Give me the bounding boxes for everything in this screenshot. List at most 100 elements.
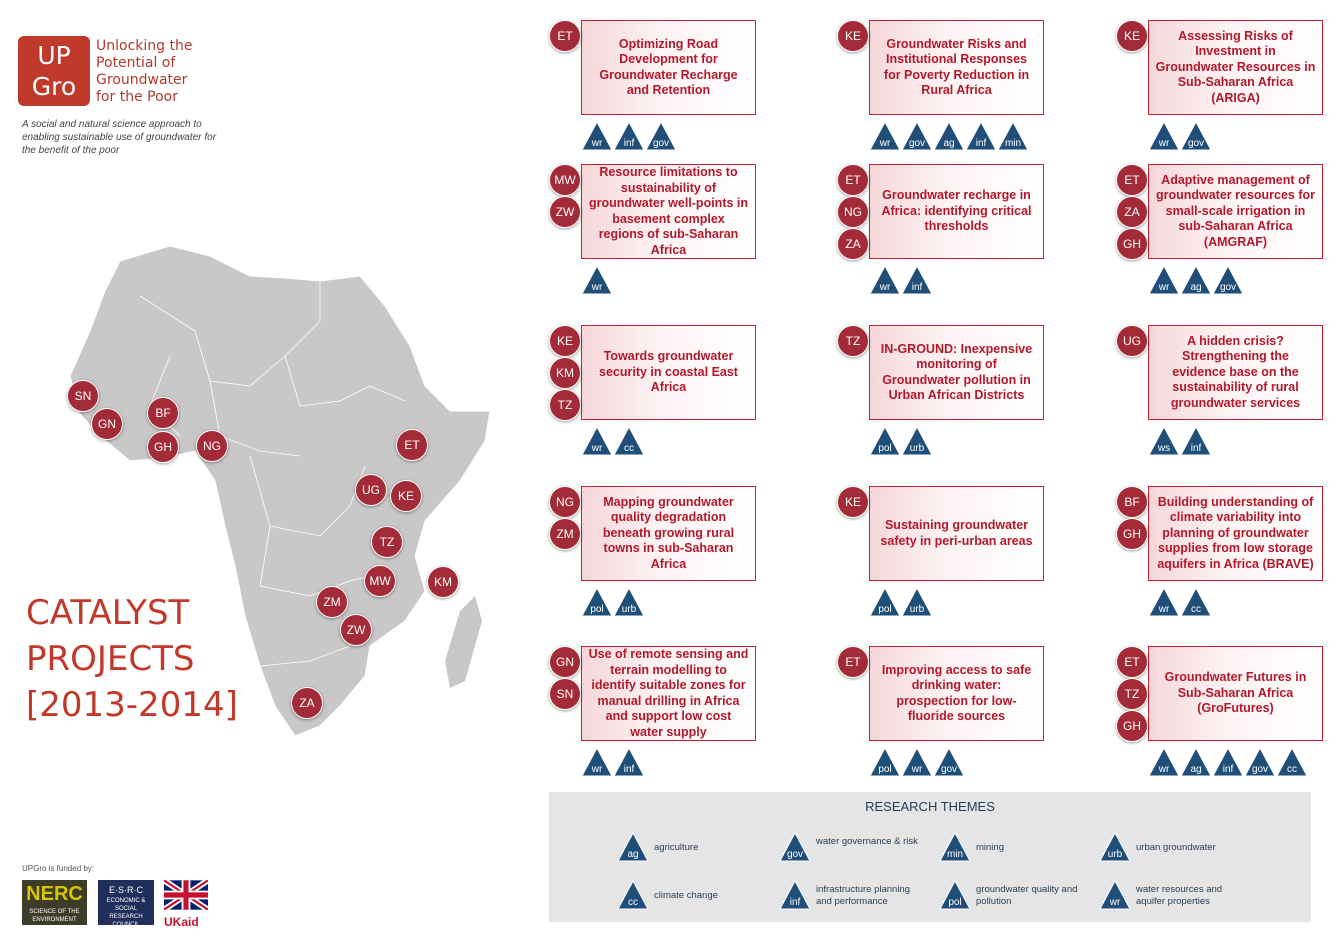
svg-text:gov: gov bbox=[1252, 764, 1268, 775]
legend-label-pol: groundwater quality and pollution bbox=[976, 884, 1078, 907]
madagascar-shape bbox=[445, 596, 482, 688]
svg-text:inf: inf bbox=[624, 764, 635, 775]
upgro-logo: UP Gro bbox=[18, 36, 90, 106]
theme-badge-ag: ag bbox=[933, 121, 965, 151]
legend-label-wr: water resources and aquifer properties bbox=[1136, 884, 1223, 907]
theme-badge-gov: gov bbox=[1180, 121, 1212, 151]
theme-badge-gov: gov bbox=[779, 832, 811, 862]
theme-badge-cc: cc bbox=[1276, 747, 1308, 777]
project-country-ng: NG bbox=[549, 486, 581, 518]
project-country-zw: ZW bbox=[549, 196, 581, 228]
project-country-gn: GN bbox=[549, 646, 581, 678]
svg-text:wr: wr bbox=[879, 282, 891, 293]
svg-text:cc: cc bbox=[624, 443, 634, 454]
legend-label-urb: urban groundwater bbox=[1136, 842, 1216, 853]
theme-badge-gov: gov bbox=[1212, 265, 1244, 295]
svg-text:gov: gov bbox=[909, 138, 925, 149]
theme-badge-wr: wr bbox=[581, 426, 613, 456]
theme-badge-wr: wr bbox=[869, 265, 901, 295]
project-title: Improving access to safe drinking water:… bbox=[881, 662, 1032, 724]
esrc-logo: E·S·R·C ECONOMIC & SOCIAL RESEARCH COUNC… bbox=[98, 880, 154, 928]
project-title: Optimizing Road Development for Groundwa… bbox=[599, 36, 738, 98]
project-title: Groundwater Futures in Sub-Saharan Afric… bbox=[1164, 670, 1307, 716]
map-label-km: KM bbox=[427, 566, 459, 598]
svg-text:inf: inf bbox=[1191, 443, 1202, 454]
project-country-ke: KE bbox=[549, 325, 581, 357]
project-title: Sustaining groundwater safety in peri-ur… bbox=[880, 518, 1033, 548]
svg-text:urb: urb bbox=[1108, 849, 1123, 860]
ukaid-logo: UKaid bbox=[162, 877, 210, 929]
legend-label-gov: water governance & risk bbox=[816, 836, 918, 847]
project-country-tz: TZ bbox=[1116, 678, 1148, 710]
research-themes-legend: RESEARCH THEMES ag agriculture gov water go… bbox=[549, 792, 1311, 922]
project-country-tz: TZ bbox=[837, 325, 869, 357]
map-label-tz: TZ bbox=[371, 526, 403, 558]
title-line3: [2013-2014] bbox=[26, 685, 238, 725]
theme-badge-ag: ag bbox=[1180, 747, 1212, 777]
theme-badge-inf: inf bbox=[779, 880, 811, 910]
theme-badge-wr: wr bbox=[901, 747, 933, 777]
project-country-et: ET bbox=[1116, 164, 1148, 196]
project-country-za: ZA bbox=[1116, 196, 1148, 228]
project-card: A hidden crisis? Strengthening the evide… bbox=[1148, 325, 1323, 420]
svg-text:urb: urb bbox=[910, 604, 925, 615]
map-label-zm: ZM bbox=[316, 586, 348, 618]
project-country-ke: KE bbox=[837, 486, 869, 518]
map-label-ng: NG bbox=[196, 430, 228, 462]
theme-badge-urb: urb bbox=[901, 587, 933, 617]
project-card: Towards groundwater security in coastal … bbox=[581, 325, 756, 420]
svg-text:wr: wr bbox=[1158, 764, 1170, 775]
svg-text:gov: gov bbox=[941, 764, 957, 775]
svg-text:pol: pol bbox=[878, 443, 891, 454]
svg-text:wr: wr bbox=[591, 138, 603, 149]
logo-word: Potential of bbox=[96, 55, 176, 71]
ukaid-text: UKaid bbox=[164, 915, 199, 929]
union-flag-icon bbox=[162, 877, 210, 913]
theme-badge-pol: pol bbox=[581, 587, 613, 617]
theme-badge-pol: pol bbox=[869, 426, 901, 456]
project-country-gh: GH bbox=[1116, 518, 1148, 550]
svg-text:wr: wr bbox=[1158, 604, 1170, 615]
svg-text:gov: gov bbox=[1220, 282, 1236, 293]
svg-text:wr: wr bbox=[591, 282, 603, 293]
nerc-logo-sub: SCIENCE OF THE ENVIRONMENT bbox=[29, 909, 80, 923]
theme-badge-wr: wr bbox=[1148, 265, 1180, 295]
theme-badge-inf: inf bbox=[1212, 747, 1244, 777]
project-title: Building understanding of climate variab… bbox=[1157, 494, 1314, 571]
project-country-et: ET bbox=[1116, 646, 1148, 678]
project-title: Groundwater Risks and Institutional Resp… bbox=[883, 36, 1030, 98]
theme-badge-pol: pol bbox=[869, 747, 901, 777]
theme-badge-cc: cc bbox=[613, 426, 645, 456]
svg-text:min: min bbox=[947, 849, 963, 860]
map-label-za: ZA bbox=[291, 687, 323, 719]
svg-text:ws: ws bbox=[1157, 443, 1170, 454]
theme-badge-gov: gov bbox=[1244, 747, 1276, 777]
theme-badge-ag: ag bbox=[1180, 265, 1212, 295]
project-card: Optimizing Road Development for Groundwa… bbox=[581, 20, 756, 115]
svg-text:urb: urb bbox=[622, 604, 637, 615]
theme-badge-cc: cc bbox=[1180, 587, 1212, 617]
legend-title: RESEARCH THEMES bbox=[865, 799, 995, 814]
logo-mark-line1: UP bbox=[37, 41, 71, 70]
theme-badge-ag: ag bbox=[617, 832, 649, 862]
svg-text:pol: pol bbox=[590, 604, 603, 615]
theme-badge-wr: wr bbox=[581, 121, 613, 151]
project-country-ke: KE bbox=[1116, 20, 1148, 52]
theme-badge-wr: wr bbox=[581, 265, 613, 295]
svg-text:inf: inf bbox=[912, 282, 923, 293]
project-country-bf: BF bbox=[1116, 486, 1148, 518]
svg-text:cc: cc bbox=[1287, 764, 1297, 775]
theme-badge-urb: urb bbox=[1099, 832, 1131, 862]
theme-badge-gov: gov bbox=[645, 121, 677, 151]
project-card: Groundwater Futures in Sub-Saharan Afric… bbox=[1148, 646, 1323, 741]
theme-badge-gov: gov bbox=[933, 747, 965, 777]
legend-label-min: mining bbox=[976, 842, 1004, 853]
project-country-gh: GH bbox=[1116, 710, 1148, 742]
logo-word: Unlocking the bbox=[96, 38, 193, 54]
logo-wordmark: Unlocking the Potential of Groundwater f… bbox=[96, 38, 226, 106]
project-card: Resource limitations to sustainability o… bbox=[581, 164, 756, 259]
project-title: Adaptive management of groundwater resou… bbox=[1155, 172, 1316, 249]
map-label-gn: GN bbox=[91, 408, 123, 440]
map-label-et: ET bbox=[396, 429, 428, 461]
svg-text:inf: inf bbox=[1223, 764, 1234, 775]
